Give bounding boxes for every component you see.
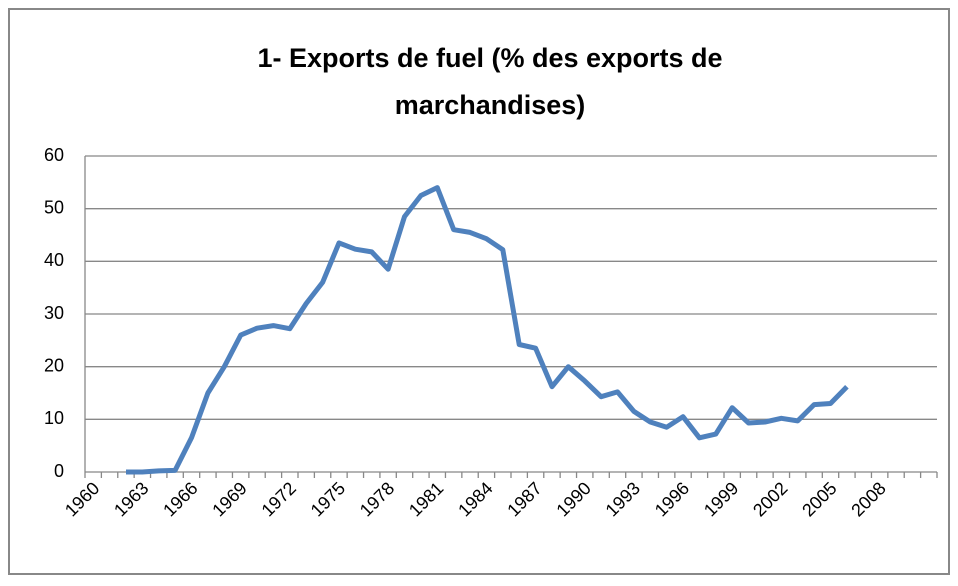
y-tick-label: 30 [44, 303, 64, 323]
data-line [126, 185, 849, 475]
y-tick-label: 10 [44, 408, 64, 428]
y-tick-label: 20 [44, 355, 64, 375]
chart-title: marchandises) [395, 90, 586, 120]
y-tick-label: 50 [44, 197, 64, 217]
y-tick-label: 60 [44, 145, 64, 165]
chart-title: 1- Exports de fuel (% des exports de [257, 43, 722, 73]
chart-border [8, 8, 950, 575]
y-tick-label: 40 [44, 250, 64, 270]
y-tick-label: 0 [54, 461, 64, 481]
